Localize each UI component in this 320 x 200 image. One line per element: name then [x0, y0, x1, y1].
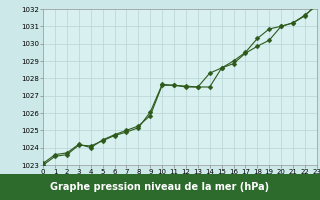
Text: Graphe pression niveau de la mer (hPa): Graphe pression niveau de la mer (hPa)	[51, 182, 269, 192]
